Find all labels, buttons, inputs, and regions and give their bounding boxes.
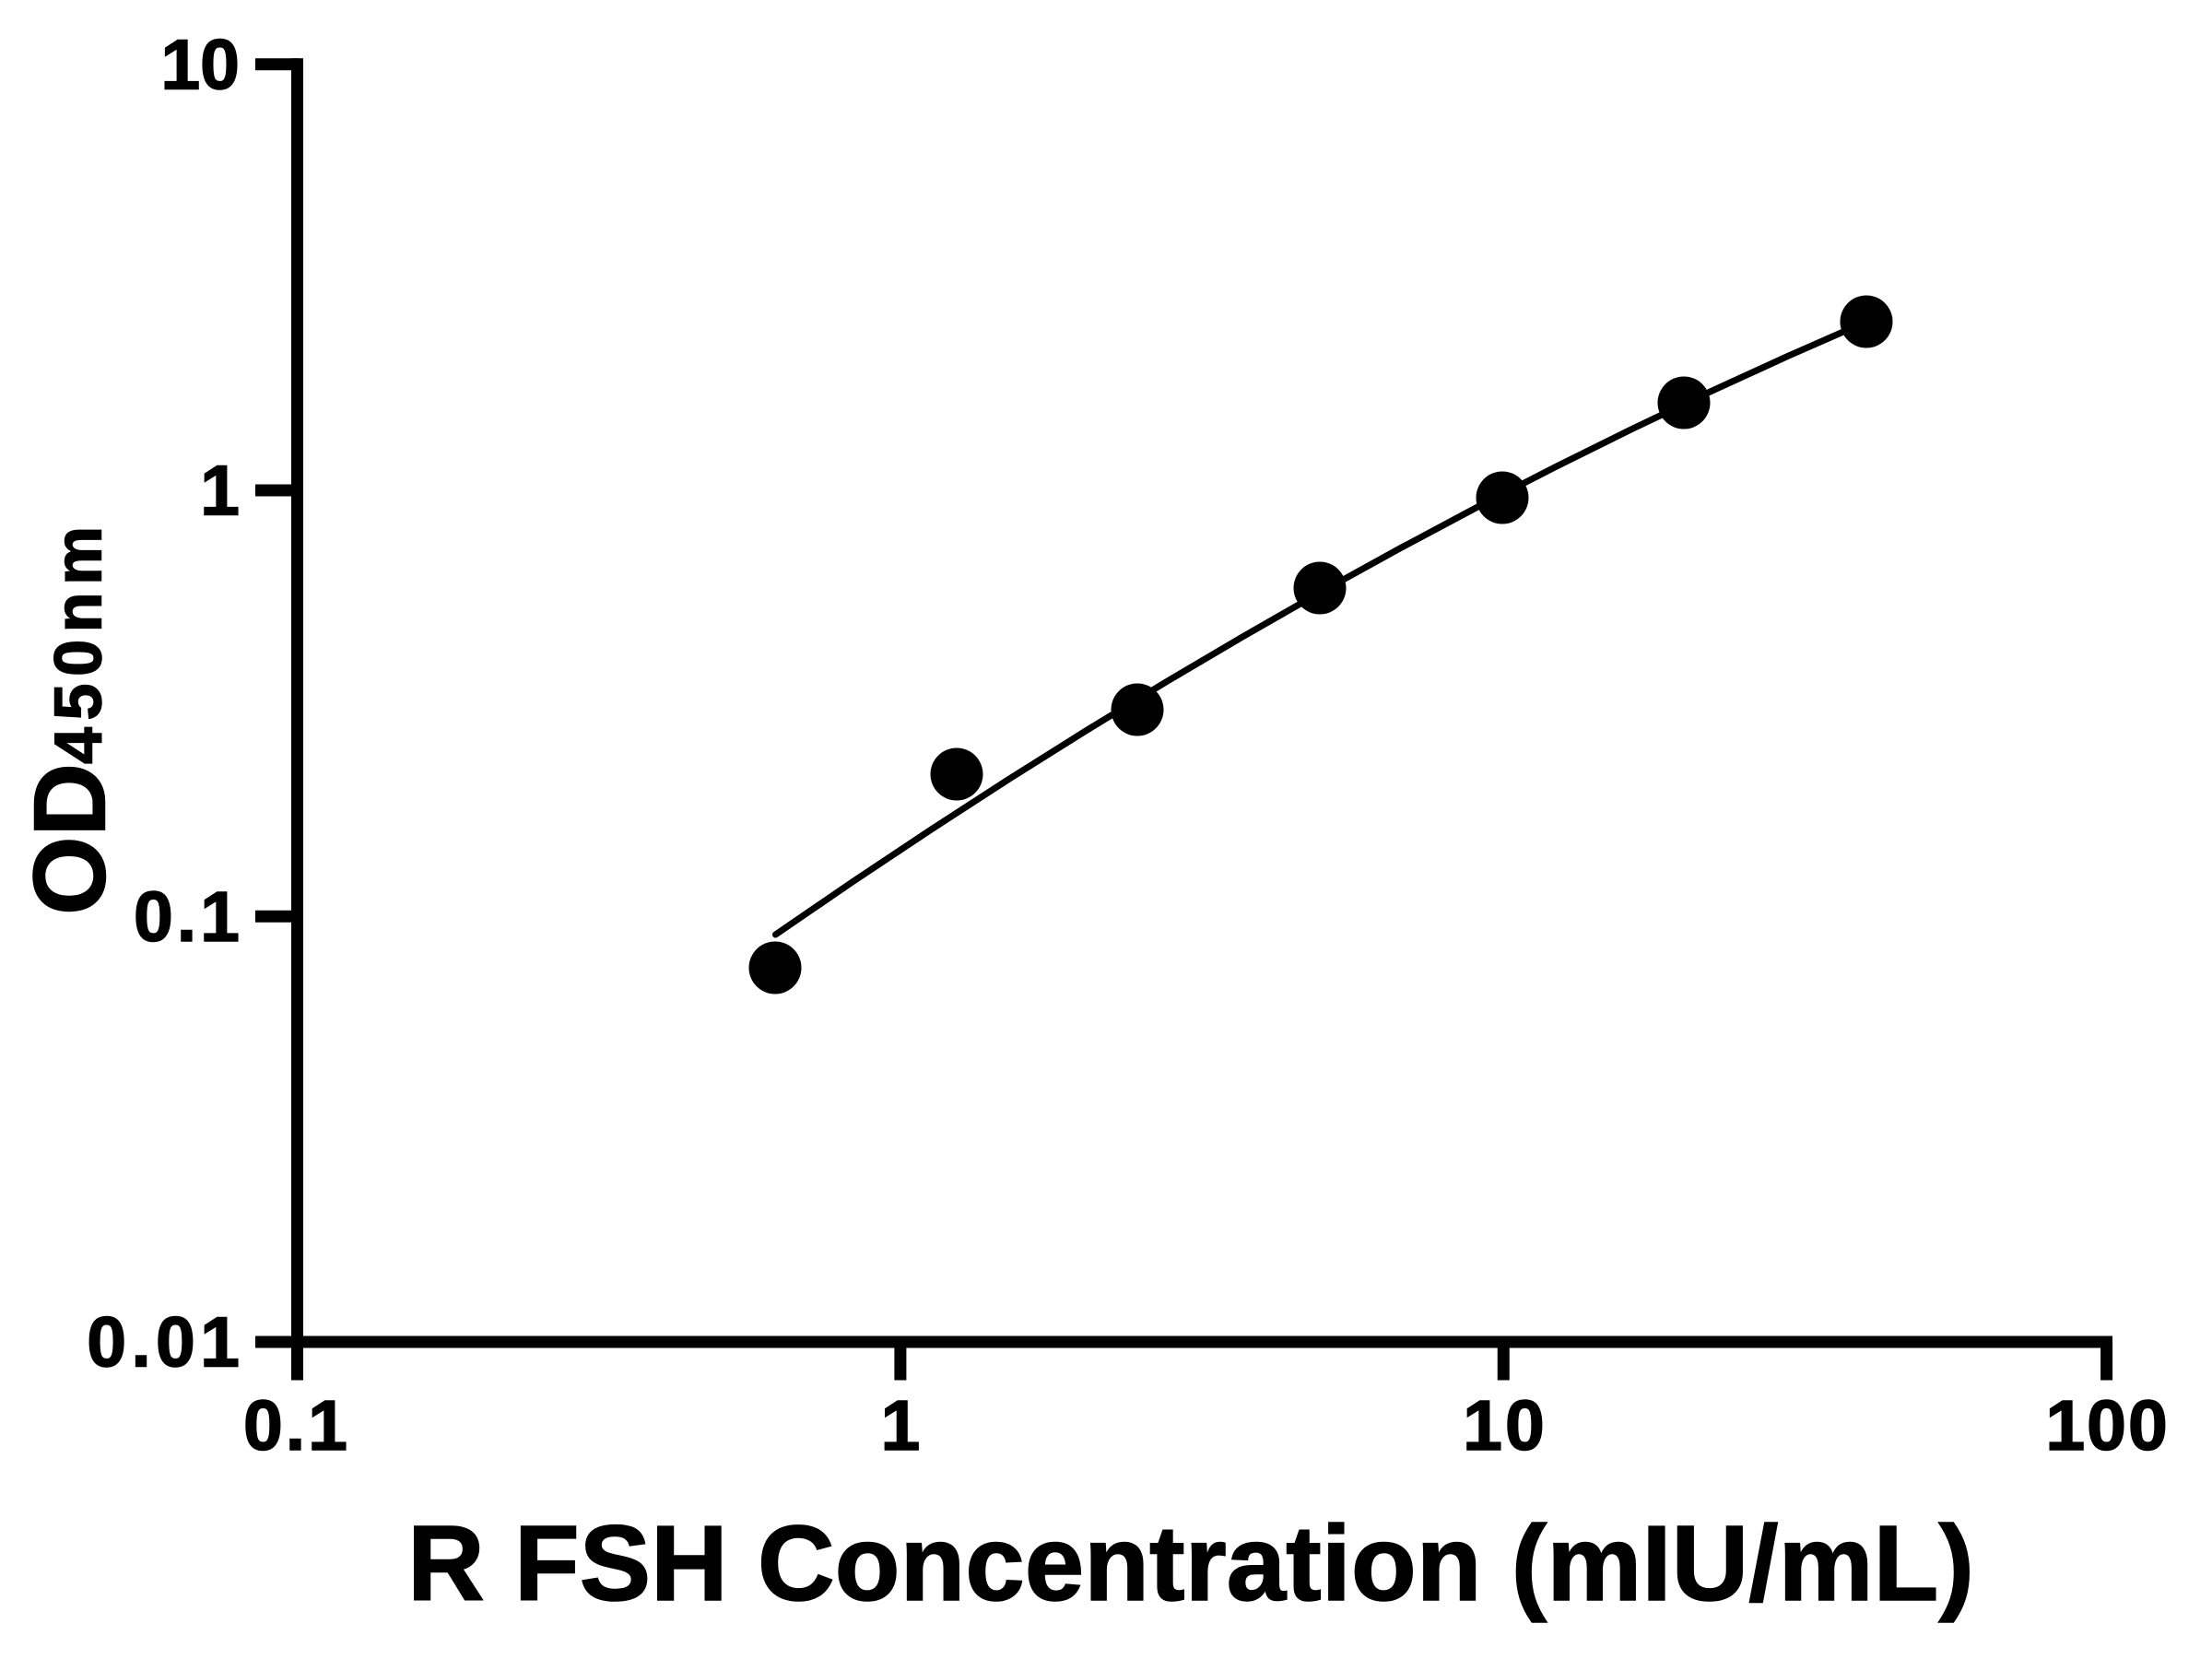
svg-text:OD: OD bbox=[14, 763, 127, 915]
svg-text:10: 10 bbox=[160, 25, 240, 104]
svg-text:1: 1 bbox=[200, 452, 240, 531]
svg-text:0.1: 0.1 bbox=[134, 877, 243, 957]
svg-text:450nm: 450nm bbox=[42, 519, 116, 764]
svg-text:100: 100 bbox=[2045, 1386, 2169, 1465]
svg-text:0.01: 0.01 bbox=[87, 1303, 244, 1382]
svg-text:10: 10 bbox=[1463, 1386, 1547, 1465]
svg-text:R FSH Concentration (mIU/mL): R FSH Concentration (mIU/mL) bbox=[407, 1503, 1974, 1623]
svg-text:1: 1 bbox=[880, 1386, 920, 1465]
svg-text:0.1: 0.1 bbox=[243, 1386, 350, 1465]
